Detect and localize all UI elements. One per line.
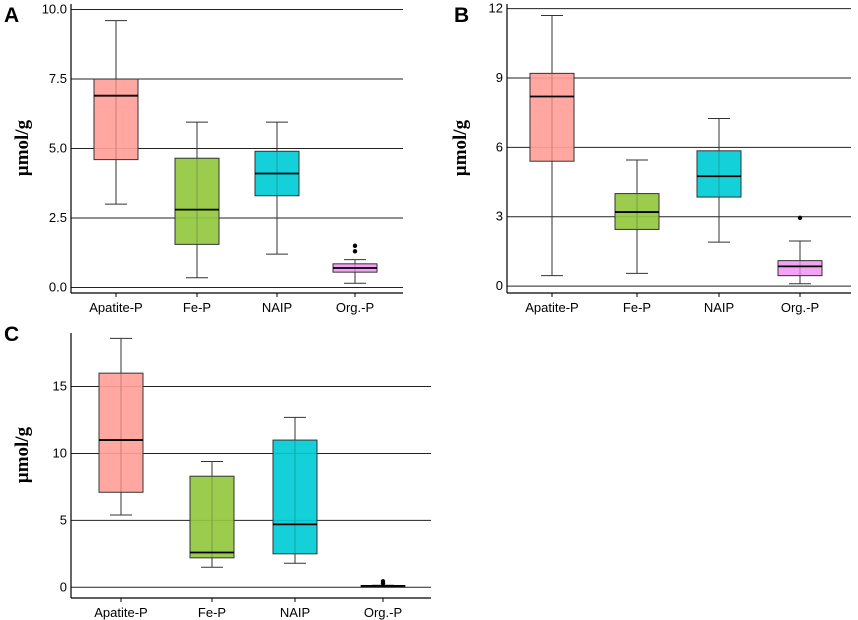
box-org-p bbox=[360, 579, 406, 588]
y-tick-label: 0 bbox=[60, 579, 67, 594]
panel-c: C μmol/g 0 5 10 15 Apatite-P Fe-P NAIP Org.-P bbox=[4, 323, 431, 620]
panel-a-letter: A bbox=[4, 4, 19, 27]
x-tick-label: NAIP bbox=[704, 300, 734, 315]
y-tick-label: 5 bbox=[60, 512, 67, 527]
x-tick-label: Org.-P bbox=[336, 300, 374, 315]
y-tick-label: 2.5 bbox=[49, 210, 67, 225]
x-tick-label: NAIP bbox=[262, 300, 292, 315]
y-tick-label: 7.5 bbox=[49, 71, 67, 86]
outlier-point bbox=[352, 249, 358, 254]
y-tick-label: 12 bbox=[489, 1, 503, 16]
y-tick-label: 0 bbox=[496, 278, 503, 293]
box-naip bbox=[254, 121, 300, 255]
box-fe-p bbox=[614, 159, 660, 274]
y-tick-label: 3 bbox=[496, 209, 503, 224]
y-tick-label: 15 bbox=[53, 379, 67, 394]
y-tick-label: 10 bbox=[53, 445, 67, 460]
panel-a-ylabel: μmol/g bbox=[12, 119, 33, 176]
panel-a-plot: 0.0 2.5 5.0 7.5 10.0 Apatite-P Fe-P NAIP Org.-P bbox=[42, 2, 403, 315]
x-tick-label: Apatite-P bbox=[89, 300, 142, 315]
panel-a: A μmol/g 0.0 2.5 5.0 7.5 10.0 Apatite-P Fe-P NA… bbox=[4, 2, 403, 315]
y-tick-label: 6 bbox=[496, 139, 503, 154]
box-org-p bbox=[777, 215, 823, 285]
outlier-point bbox=[352, 243, 358, 248]
box-naip bbox=[272, 416, 318, 564]
box-apatite-p bbox=[529, 15, 575, 277]
x-tick-label: Fe-P bbox=[183, 300, 211, 315]
y-tick-label: 10.0 bbox=[42, 2, 67, 17]
box-naip bbox=[696, 117, 742, 243]
box-fe-p bbox=[174, 121, 220, 279]
x-tick-label: NAIP bbox=[280, 605, 310, 620]
x-tick-label: Fe-P bbox=[198, 605, 226, 620]
y-tick-label: 0.0 bbox=[49, 279, 67, 294]
box-apatite-p bbox=[98, 337, 144, 516]
outlier-point bbox=[380, 579, 386, 584]
panel-b-plot: 0 3 6 9 12 Apatite-P Fe-P NAIP Org.-P bbox=[489, 1, 851, 315]
panel-c-plot: 0 5 10 15 Apatite-P Fe-P NAIP Org.-P bbox=[53, 333, 431, 620]
panel-c-letter: C bbox=[4, 323, 19, 346]
x-tick-label: Apatite-P bbox=[525, 300, 578, 315]
x-tick-label: Org.-P bbox=[364, 605, 402, 620]
panel-b-letter: B bbox=[454, 4, 469, 27]
x-tick-label: Apatite-P bbox=[94, 605, 147, 620]
panel-b-ylabel: μmol/g bbox=[450, 119, 471, 176]
panel-c-ylabel: μmol/g bbox=[12, 426, 33, 483]
box-org-p bbox=[332, 243, 378, 284]
panel-b: B μmol/g 0 3 6 9 12 Apatite-P Fe-P NAIP Org.-P bbox=[450, 1, 851, 315]
outlier-point bbox=[797, 215, 803, 221]
y-tick-label: 9 bbox=[496, 70, 503, 85]
box-fe-p bbox=[189, 460, 235, 568]
box-apatite-p bbox=[93, 20, 139, 205]
x-tick-label: Fe-P bbox=[623, 300, 651, 315]
x-tick-label: Org.-P bbox=[781, 300, 819, 315]
y-tick-label: 5.0 bbox=[49, 141, 67, 156]
